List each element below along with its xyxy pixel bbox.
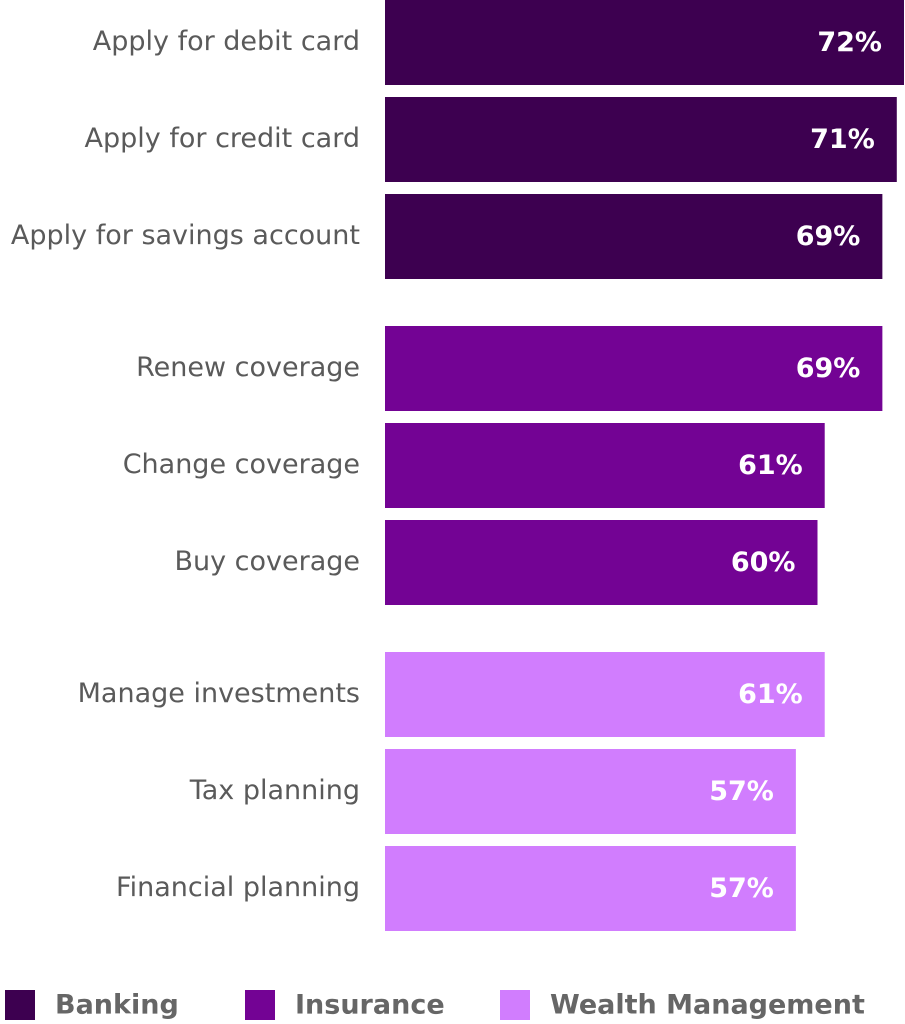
bar (385, 97, 897, 182)
category-label: Manage investments (78, 678, 360, 709)
bar (385, 520, 818, 605)
value-label: 61% (738, 679, 803, 710)
bar (385, 749, 796, 834)
value-label: 69% (796, 221, 861, 252)
bar (385, 846, 796, 931)
legend-swatch (245, 990, 275, 1020)
bar (385, 326, 883, 411)
value-label: 57% (709, 873, 774, 904)
bar (385, 652, 825, 737)
legend-label: Banking (55, 990, 179, 1021)
value-label: 69% (796, 353, 861, 384)
category-label: Renew coverage (136, 352, 360, 383)
legend-label: Wealth Management (550, 990, 865, 1021)
category-label: Tax planning (189, 775, 360, 806)
value-label: 71% (810, 124, 875, 155)
value-label: 72% (817, 27, 882, 58)
value-label: 61% (738, 450, 803, 481)
bar (385, 194, 883, 279)
category-label: Apply for credit card (85, 123, 360, 154)
legend-label: Insurance (295, 990, 445, 1021)
bar (385, 423, 825, 508)
value-label: 57% (709, 776, 774, 807)
category-label: Change coverage (123, 449, 360, 480)
category-label: Apply for debit card (93, 26, 360, 57)
legend-swatch (500, 990, 530, 1020)
legend-swatch (5, 990, 35, 1020)
category-label: Buy coverage (174, 546, 360, 577)
category-label: Financial planning (116, 872, 360, 903)
category-label: Apply for savings account (11, 220, 360, 251)
value-label: 60% (731, 547, 796, 578)
bar (385, 0, 904, 85)
